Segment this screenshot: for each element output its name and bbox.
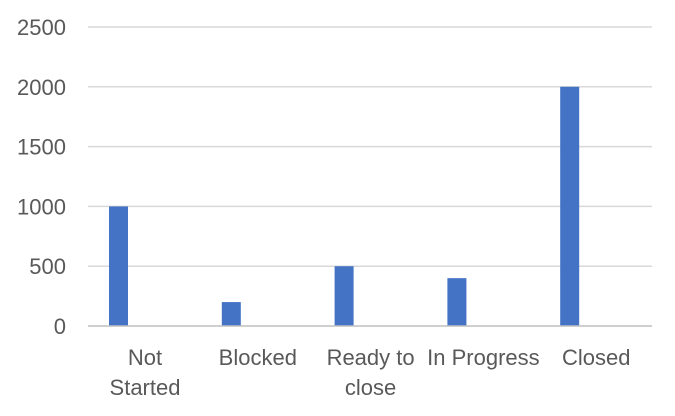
y-tick-label: 0 — [54, 314, 66, 339]
x-category-label-line: Started — [110, 375, 181, 400]
x-category-label-line: Ready to — [327, 345, 415, 370]
y-tick-label: 500 — [29, 254, 66, 279]
x-axis-category-labels: Not Started Blocked Ready to close In Progres… — [110, 345, 631, 400]
bar — [447, 278, 467, 326]
x-category-label-line: Not — [128, 345, 162, 370]
y-tick-label: 1500 — [17, 135, 66, 160]
x-category-label: In Progress — [427, 345, 540, 370]
bar — [334, 266, 354, 326]
x-category-label: Blocked — [219, 345, 297, 370]
x-category-label-line: Blocked — [219, 345, 297, 370]
bar — [560, 86, 580, 326]
gridlines — [88, 26, 652, 267]
bar — [109, 206, 128, 326]
y-tick-label: 2000 — [17, 75, 66, 100]
y-tick-label: 2500 — [17, 15, 66, 40]
y-axis-tick-labels: 0 500 1000 1500 2000 2500 — [17, 15, 66, 339]
bar — [221, 302, 241, 326]
x-category-label-line: Closed — [562, 345, 630, 370]
x-category-label-line: In Progress — [427, 345, 540, 370]
x-category-label: Ready to close — [327, 345, 415, 400]
x-category-label: Not Started — [110, 345, 181, 400]
x-category-label: Closed — [562, 345, 630, 370]
x-category-label-line: close — [345, 375, 396, 400]
bars — [109, 86, 580, 326]
y-tick-label: 1000 — [17, 194, 66, 219]
